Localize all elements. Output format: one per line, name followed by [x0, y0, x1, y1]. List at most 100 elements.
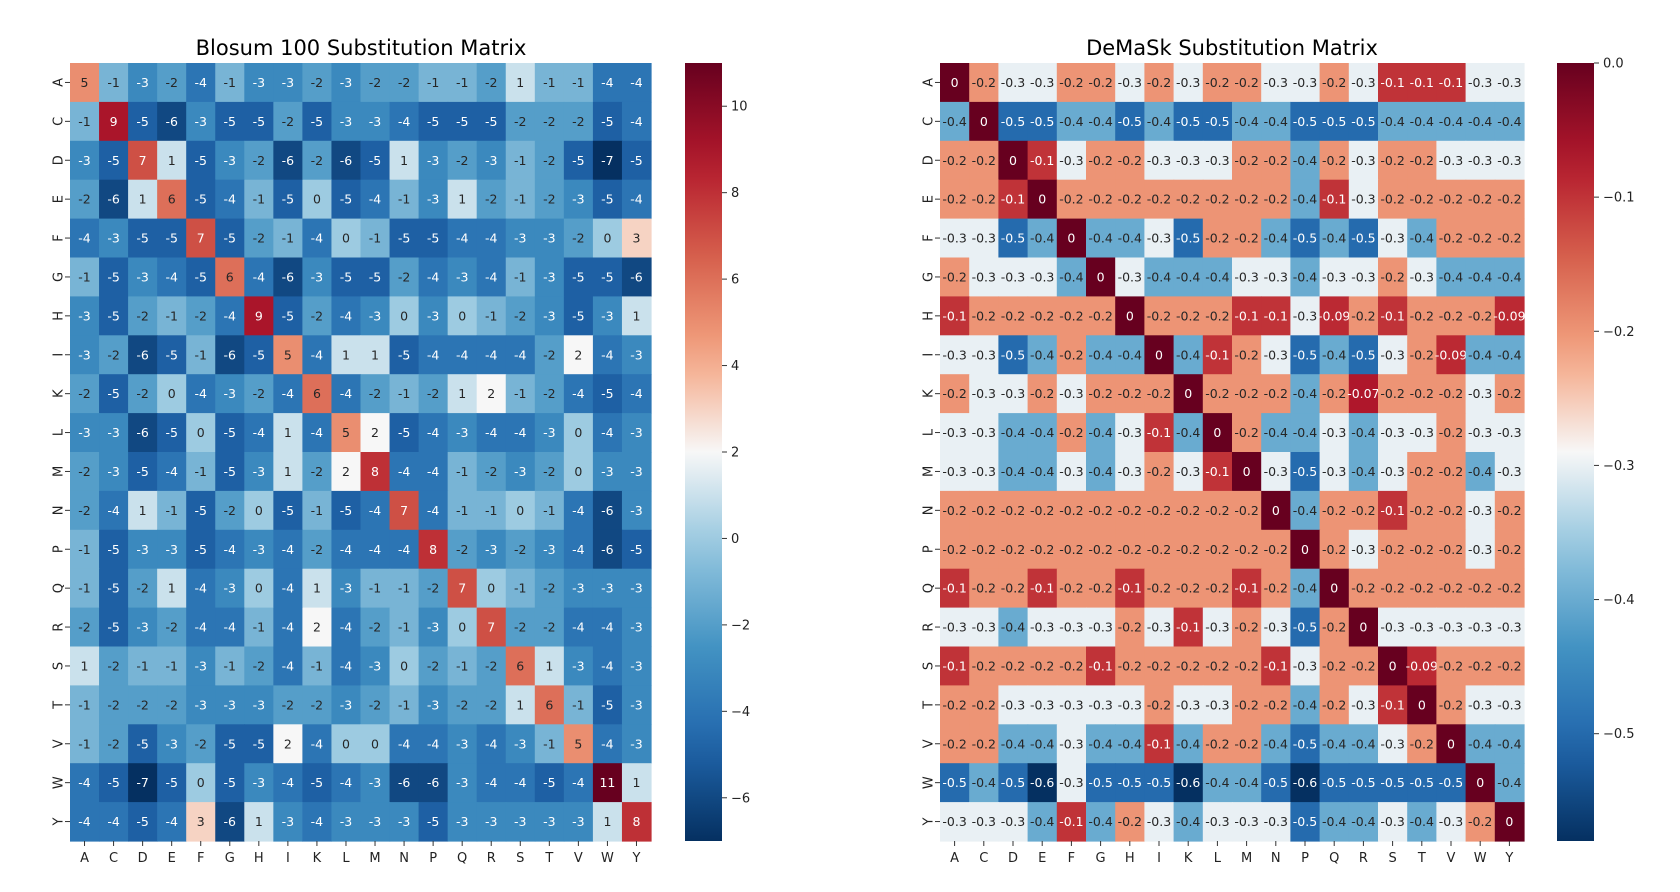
cell-value-label: -0.4: [1030, 347, 1054, 362]
cell-value-label: -0.3: [1147, 620, 1171, 635]
heatmap-cell-L-I: [1144, 413, 1175, 453]
cell-value-label: -4: [311, 736, 324, 751]
heatmap-cell-T-A: [940, 685, 970, 725]
cell-value-label: 0: [1272, 503, 1280, 518]
heatmap-cell-G-T: [1407, 257, 1437, 297]
heatmap-cell-Y-H: [244, 802, 274, 842]
heatmap-cell-L-N: [389, 413, 420, 453]
cell-value-label: -3: [340, 114, 352, 129]
x-tick-label: Q: [1329, 851, 1339, 866]
cell-value-label: -2: [311, 542, 323, 557]
heatmap-cell-Q-Q: [447, 568, 478, 609]
heatmap-cell-C-Y: [621, 101, 652, 142]
cell-value-label: -1: [514, 153, 526, 168]
heatmap-cell-H-K: [1173, 296, 1204, 336]
heatmap-cell-D-M: [360, 140, 391, 181]
heatmap-cell-G-E: [157, 257, 187, 297]
cell-value-label: -4: [514, 425, 527, 440]
cell-value-label: -0.5: [1176, 114, 1200, 129]
heatmap-cell-A-Y: [1494, 63, 1525, 103]
cell-value-label: -0.5: [1293, 231, 1317, 246]
cell-value-label: -0.5: [1351, 114, 1375, 129]
heatmap-cell-A-N: [1261, 63, 1291, 103]
heatmap-cell-A-Q: [1319, 63, 1350, 103]
heatmap-cell-D-N: [389, 140, 420, 181]
cell-value-label: -0.4: [1176, 814, 1200, 829]
heatmap-cell-Y-D: [128, 802, 158, 842]
cell-value-label: -0.1: [1030, 153, 1054, 168]
cell-value-label: -5: [136, 114, 148, 129]
heatmap-cell-I-N: [389, 335, 420, 375]
blosum-heatmap: Blosum 100 Substitution Matrix 5 -1 -3 -2 -4…: [52, 36, 751, 866]
cell-value-label: -0.3: [1497, 697, 1521, 712]
heatmap-cell-N-R: [1348, 490, 1379, 531]
heatmap-cell-F-T: [534, 218, 565, 259]
x-tick-label: Y: [631, 851, 640, 866]
heatmap-cell-P-T: [534, 529, 565, 570]
heatmap-cell-R-V: [1436, 607, 1467, 648]
cell-value-label: -1: [78, 736, 90, 751]
heatmap-cell-A-I: [1144, 63, 1175, 103]
heatmap-cell-E-H: [1115, 179, 1145, 220]
cell-value-label: -0.3: [1468, 425, 1492, 440]
heatmap-cell-T-E: [157, 685, 187, 725]
heatmap-cell-Q-R: [476, 568, 507, 609]
cell-value-label: -5: [572, 153, 584, 168]
cell-value-label: -5: [107, 308, 119, 323]
heatmap-cell-P-N: [389, 529, 420, 570]
cell-value-label: -0.2: [1351, 503, 1375, 518]
cell-value-label: -0.2: [1088, 503, 1112, 518]
heatmap-cell-G-R: [1348, 257, 1379, 297]
heatmap-cell-K-Q: [447, 374, 478, 414]
cell-value-label: -0.4: [1322, 736, 1346, 751]
cell-value-label: -0.2: [1264, 153, 1288, 168]
cell-value-label: -0.3: [1322, 464, 1346, 479]
cell-value-label: -2: [282, 697, 294, 712]
heatmap-cell-W-T: [1407, 763, 1437, 803]
heatmap-cell-C-K: [302, 101, 333, 142]
cell-value-label: -0.1: [1380, 697, 1404, 712]
heatmap-cell-L-I: [273, 413, 303, 453]
cell-value-label: -0.2: [972, 542, 996, 557]
cell-value-label: -0.2: [1322, 75, 1346, 90]
heatmap-cell-F-N: [1261, 218, 1291, 259]
heatmap-cell-I-F: [186, 335, 216, 375]
cell-value-label: -6: [601, 503, 614, 518]
heatmap-cell-G-E: [1027, 257, 1058, 297]
cell-value-label: -4: [311, 347, 324, 362]
heatmap-cell-N-D: [998, 490, 1029, 531]
cell-value-label: -0.4: [1439, 114, 1463, 129]
heatmap-cell-T-Y: [621, 685, 652, 725]
heatmap-cell-S-G: [215, 646, 245, 686]
cell-value-label: -0.2: [1439, 308, 1463, 323]
cell-value-label: -0.2: [1234, 386, 1258, 401]
x-tick-label: F: [197, 851, 204, 866]
cell-value-label: -2: [78, 386, 90, 401]
cell-value-label: -3: [369, 114, 381, 129]
heatmap-cell-P-G: [1086, 529, 1116, 570]
heatmap-cell-I-V: [1436, 335, 1467, 375]
cell-value-label: -0.5: [1001, 231, 1025, 246]
heatmap-cell-T-H: [1115, 685, 1145, 725]
heatmap-cell-H-P: [418, 296, 449, 336]
cell-value-label: -5: [165, 775, 177, 790]
demask-colorbar: 0.0−0.1−0.2−0.3−0.4−0.5: [1557, 57, 1635, 841]
heatmap-cell-P-C: [99, 529, 129, 570]
heatmap-cell-L-M: [1232, 413, 1262, 453]
heatmap-cell-R-Y: [621, 607, 652, 648]
heatmap-cell-V-Q: [1319, 724, 1350, 764]
cell-value-label: -0.1: [1176, 620, 1200, 635]
cell-value-label: -0.5: [1322, 114, 1346, 129]
cell-value-label: -5: [601, 269, 613, 284]
cell-value-label: -0.09: [1493, 308, 1525, 323]
cell-value-label: -7: [601, 153, 613, 168]
heatmap-cell-N-P: [1290, 490, 1321, 531]
cell-value-label: -3: [601, 464, 613, 479]
heatmap-cell-N-T: [534, 490, 565, 531]
cell-value-label: -0.4: [1205, 269, 1229, 284]
cell-value-label: -3: [282, 814, 294, 829]
heatmap-cell-Y-I: [1144, 802, 1175, 842]
cell-value-label: -3: [253, 464, 265, 479]
heatmap-cell-F-M: [360, 218, 391, 259]
cell-value-label: -0.4: [1264, 231, 1288, 246]
